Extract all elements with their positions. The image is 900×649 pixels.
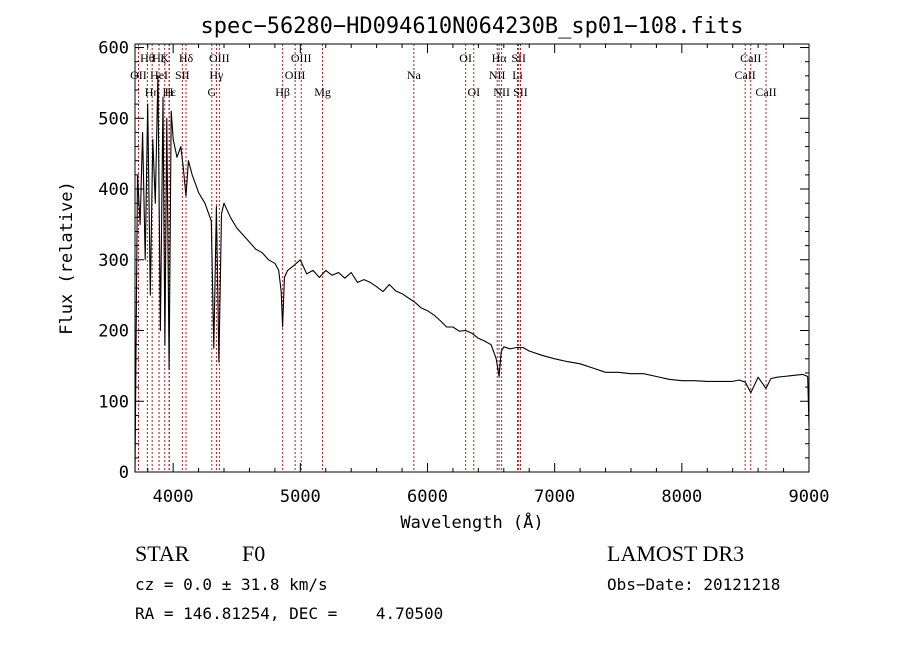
x-tick-label: 6000 xyxy=(407,487,448,507)
line-mark-label: Hα xyxy=(492,51,508,65)
line-mark-label: NII xyxy=(493,85,510,99)
line-mark-label: NII xyxy=(489,68,506,82)
line-mark-label: OII xyxy=(130,68,147,82)
line-mark-label: Hδ xyxy=(179,51,194,65)
line-mark-label: SII xyxy=(513,85,528,99)
coordinates-text: RA = 146.81254, DEC = 4.70500 xyxy=(135,604,443,623)
line-mark-label: K xyxy=(160,51,169,65)
y-tick-label: 400 xyxy=(98,180,129,200)
object-subclass: F0 xyxy=(242,541,265,566)
y-axis-ticks: 0 100 200 300 400 500 600 xyxy=(98,39,809,483)
line-mark-label: CaII xyxy=(755,85,776,99)
line-mark-label: G xyxy=(207,85,216,99)
y-tick-label: 200 xyxy=(98,322,129,342)
x-axis-label: Wavelength (Å) xyxy=(400,511,543,533)
x-tick-label: 9000 xyxy=(789,487,830,507)
y-tick-label: 300 xyxy=(98,251,129,271)
y-tick-label: 0 xyxy=(119,463,129,483)
line-mark-label: OIII xyxy=(291,51,312,65)
obs-date: Obs−Date: 20121218 xyxy=(607,575,780,594)
object-class: STAR xyxy=(135,541,190,566)
survey-name: LAMOST DR3 xyxy=(607,541,744,566)
line-mark-label: CaII xyxy=(740,51,761,65)
line-mark-label: Hβ xyxy=(275,85,290,99)
flux-series-line xyxy=(134,75,810,473)
line-mark-label: Li xyxy=(512,68,523,82)
line-mark-label: H xyxy=(165,85,174,99)
plot-frame xyxy=(134,43,810,473)
y-tick-label: 600 xyxy=(98,39,129,59)
line-mark-label: Hθ xyxy=(140,51,155,65)
line-mark-label: OI xyxy=(459,51,472,65)
line-mark-label: Mg xyxy=(314,85,331,99)
line-mark-label: Hγ xyxy=(209,68,224,82)
x-tick-label: 4000 xyxy=(153,487,194,507)
line-mark-label: Hη xyxy=(145,85,160,99)
line-mark-label: OI xyxy=(467,85,480,99)
line-mark-label: Hζ xyxy=(152,51,166,65)
x-tick-label: 7000 xyxy=(534,487,575,507)
redshift-text: cz = 0.0 ± 31.8 km/s xyxy=(135,575,328,594)
y-tick-label: 100 xyxy=(98,392,129,412)
spectral-line-marks: OIIHθHηHeIHζHεKHSIIHδGHγOIIIHβOIIIOIIIMg… xyxy=(130,44,777,472)
line-mark-label: Na xyxy=(407,68,422,82)
x-tick-label: 5000 xyxy=(280,487,321,507)
line-mark-label: SII xyxy=(175,68,190,82)
line-mark-label: CaII xyxy=(734,68,755,82)
line-mark-label: SII xyxy=(511,51,526,65)
y-tick-label: 500 xyxy=(98,109,129,129)
x-tick-label: 8000 xyxy=(661,487,702,507)
x-axis-ticks: 4000 5000 6000 7000 8000 9000 xyxy=(147,44,830,507)
line-mark-label: OIII xyxy=(209,51,230,65)
line-mark-label: HeI xyxy=(150,68,168,82)
y-axis-label: Flux (relative) xyxy=(57,181,77,335)
line-mark-label: OIII xyxy=(285,68,306,82)
chart-title: spec−56280−HD094610N064230B_sp01−108.fit… xyxy=(200,14,743,39)
